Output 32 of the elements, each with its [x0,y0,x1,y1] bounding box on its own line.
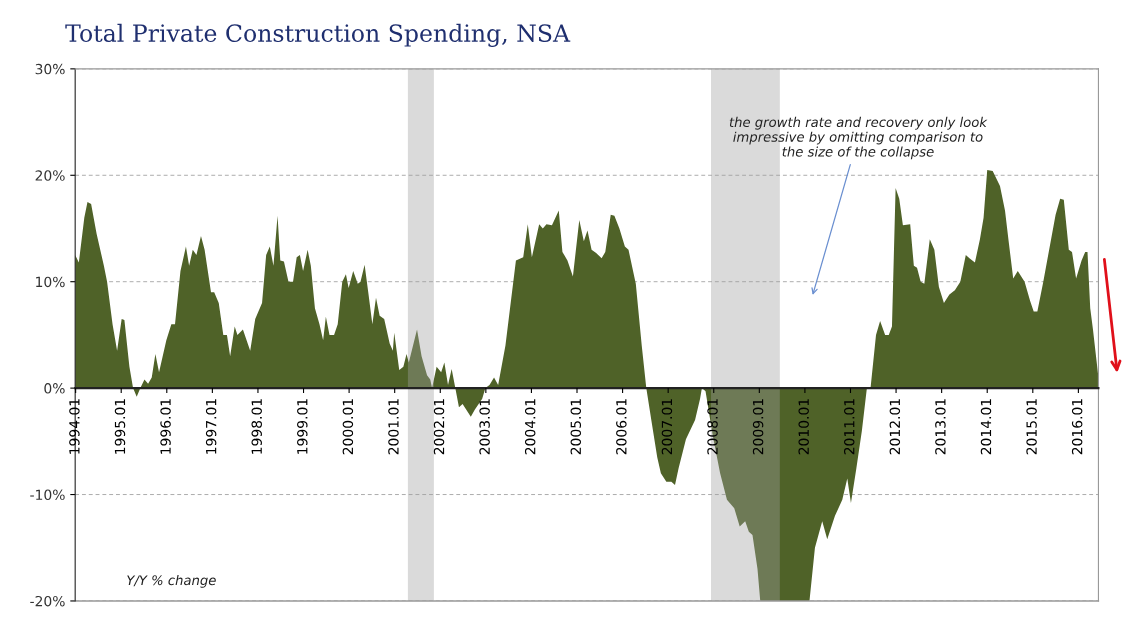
x-tick-label: 1997.01 [205,399,217,454]
x-tick-label: 1996.01 [160,399,171,454]
x-tick-label: 1994.01 [69,399,80,454]
x-tick-label: 2000.01 [342,399,354,455]
y-tick-label: -10% [30,489,65,501]
x-tick-label: 2003.01 [479,399,490,455]
x-tick-label: 2001.01 [388,399,399,455]
x-tick-label: 2006.01 [616,399,627,455]
x-tick-label: 2011.01 [844,399,855,455]
x-tick-label: 2016.01 [1071,399,1083,455]
chart-title: Total Private Construction Spending, NSA [65,23,571,47]
y-tick-label: -20% [30,595,65,607]
x-tick-label: 2002.01 [433,399,445,455]
x-tick-label: 2004.01 [524,399,536,455]
y-tick-label: 20% [35,170,65,181]
x-tick-label: 2007.01 [661,399,673,455]
x-tick-label: 2010.01 [798,399,809,455]
x-tick-label: 2013.01 [935,399,946,455]
x-tick-label: 2008.01 [707,399,718,455]
x-tick-label: 2014.01 [980,399,992,455]
x-tick-label: 1999.01 [297,399,308,454]
x-tick-label: 1998.01 [251,399,262,454]
y-tick-label: 10% [36,276,65,288]
annotation: the growth rate and recovery only look impressive by omitting comparison to the size of the collapse [729,116,988,160]
x-tick-label: 2012.01 [889,399,901,455]
x-tick-label: 1995.01 [114,399,126,454]
annotation: Y/Y % change [127,574,216,588]
y-tick-label: 30% [35,63,65,75]
x-tick-label: 2015.01 [1026,399,1037,455]
y-tick-label: 0% [44,383,65,394]
x-tick-label: 2005.01 [570,399,582,455]
x-tick-label: 2009.01 [752,399,764,455]
